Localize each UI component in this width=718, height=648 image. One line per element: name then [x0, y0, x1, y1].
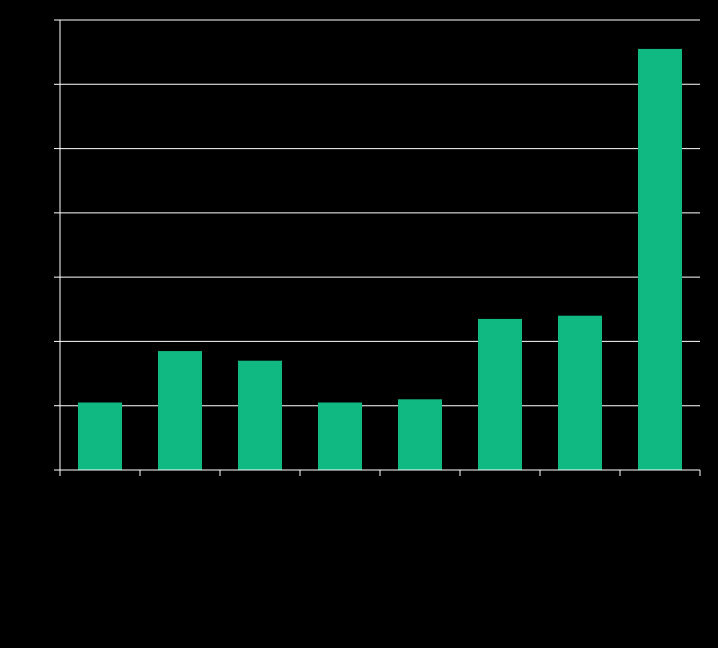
bar: [78, 403, 122, 471]
bar: [158, 351, 202, 470]
bar: [238, 361, 282, 470]
chart-background: [0, 0, 718, 648]
bar: [558, 316, 602, 470]
bar: [398, 399, 442, 470]
bar: [478, 319, 522, 470]
bar: [318, 403, 362, 471]
chart-svg: [0, 0, 718, 648]
bar: [638, 49, 682, 470]
bar-chart: [0, 0, 718, 648]
